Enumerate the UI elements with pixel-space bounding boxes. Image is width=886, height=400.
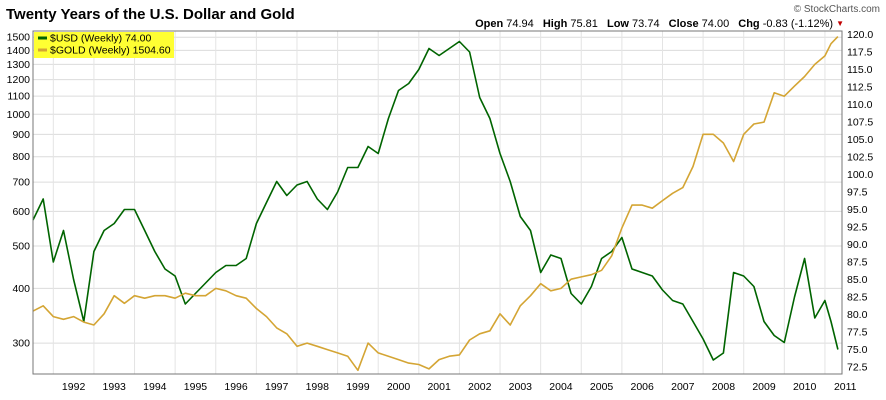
- right-tick-label: 120.0: [847, 29, 873, 41]
- x-tick-label: 1993: [103, 381, 127, 393]
- chg-value: -0.83 (-1.12%): [762, 18, 834, 30]
- legend-entry-gold: $GOLD (Weekly) 1504.60: [50, 45, 171, 57]
- series-lines: [32, 36, 839, 372]
- open-label: Open: [475, 18, 504, 30]
- right-tick-label: 82.5: [847, 292, 868, 304]
- down-triangle-icon: ▼: [836, 19, 844, 28]
- low-label: Low: [606, 18, 629, 30]
- open-value: 74.94: [506, 18, 534, 30]
- left-axis: 300 400 500 600 700 800 900 1000 1100 1200 1300 140…: [7, 32, 31, 350]
- x-tick-label: 1999: [346, 381, 370, 393]
- x-tick-label: 2008: [712, 381, 736, 393]
- right-tick-label: 80.0: [847, 309, 868, 321]
- legend-background: [34, 32, 174, 58]
- quote-bar: Open 74.94 High 75.81 Low 73.74 Close 74…: [475, 18, 844, 30]
- left-tick-label: 400: [12, 283, 30, 295]
- x-tick-label: 2001: [427, 381, 451, 393]
- x-tick-label: 2002: [468, 381, 492, 393]
- x-tick-label: 1997: [265, 381, 289, 393]
- left-tick-label: 1200: [7, 74, 31, 86]
- legend: $USD (Weekly) 74.00$GOLD (Weekly) 1504.6…: [34, 32, 174, 58]
- left-tick-label: 1400: [7, 45, 31, 57]
- x-tick-label: 2010: [793, 381, 817, 393]
- x-tick-label: 1998: [306, 381, 330, 393]
- right-tick-label: 117.5: [847, 47, 873, 59]
- x-tick-label: 2011: [834, 381, 857, 393]
- right-tick-label: 75.0: [847, 344, 868, 356]
- right-tick-label: 90.0: [847, 239, 868, 251]
- left-tick-label: 1000: [7, 109, 31, 121]
- right-tick-label: 92.5: [847, 222, 868, 234]
- x-tick-label: 1992: [62, 381, 86, 393]
- high-label: High: [542, 18, 568, 30]
- right-axis: 72.5 75.0 77.5 80.0 82.5 85.0 87.5 90.0 92.5 95.0…: [847, 29, 873, 374]
- right-tick-label: 85.0: [847, 274, 868, 286]
- x-tick-label: 1994: [143, 381, 167, 393]
- low-value: 73.74: [632, 18, 660, 30]
- left-tick-label: 700: [12, 177, 30, 189]
- x-tick-label: 2003: [509, 381, 533, 393]
- right-tick-label: 97.5: [847, 187, 868, 199]
- chart-title: Twenty Years of the U.S. Dollar and Gold: [6, 6, 295, 23]
- right-tick-label: 100.0: [847, 169, 873, 181]
- gold-series-line: [32, 36, 839, 372]
- right-tick-label: 87.5: [847, 257, 868, 269]
- left-tick-label: 500: [12, 241, 30, 253]
- left-tick-label: 800: [12, 151, 30, 163]
- left-tick-label: 1100: [7, 91, 30, 103]
- legend-entry-usd: $USD (Weekly) 74.00: [50, 33, 152, 45]
- x-axis: 1992 1993 1994 1995 1996 1997 1998 1999 2000 2001…: [62, 381, 857, 393]
- chg-label: Chg: [738, 18, 760, 30]
- left-tick-label: 600: [12, 206, 30, 218]
- right-tick-label: 115.0: [847, 64, 873, 76]
- right-tick-label: 95.0: [847, 204, 868, 216]
- usd-series-line: [32, 40, 839, 361]
- left-tick-label: 300: [12, 338, 30, 350]
- high-value: 75.81: [570, 18, 598, 30]
- right-tick-label: 105.0: [847, 134, 873, 146]
- x-tick-label: 2006: [631, 381, 655, 393]
- right-tick-label: 110.0: [847, 99, 873, 111]
- x-tick-label: 2000: [387, 381, 411, 393]
- close-label: Close: [668, 18, 699, 30]
- left-tick-label: 1300: [7, 59, 31, 71]
- x-tick-label: 2005: [590, 381, 614, 393]
- x-tick-label: 2004: [549, 381, 573, 393]
- right-tick-label: 102.5: [847, 152, 873, 164]
- close-value: 74.00: [701, 18, 730, 30]
- x-tick-label: 1996: [224, 381, 248, 393]
- left-tick-label: 1500: [7, 32, 31, 44]
- x-tick-label: 1995: [184, 381, 208, 393]
- plot-frame: [32, 30, 843, 375]
- right-tick-label: 107.5: [847, 117, 873, 129]
- right-tick-label: 112.5: [847, 82, 873, 94]
- right-tick-label: 77.5: [847, 327, 868, 339]
- right-tick-label: 72.5: [847, 362, 868, 374]
- x-tick-label: 2007: [671, 381, 695, 393]
- watermark: © StockCharts.com: [793, 4, 880, 15]
- left-tick-label: 900: [12, 129, 30, 141]
- grid: [33, 31, 842, 374]
- x-tick-label: 2009: [752, 381, 776, 393]
